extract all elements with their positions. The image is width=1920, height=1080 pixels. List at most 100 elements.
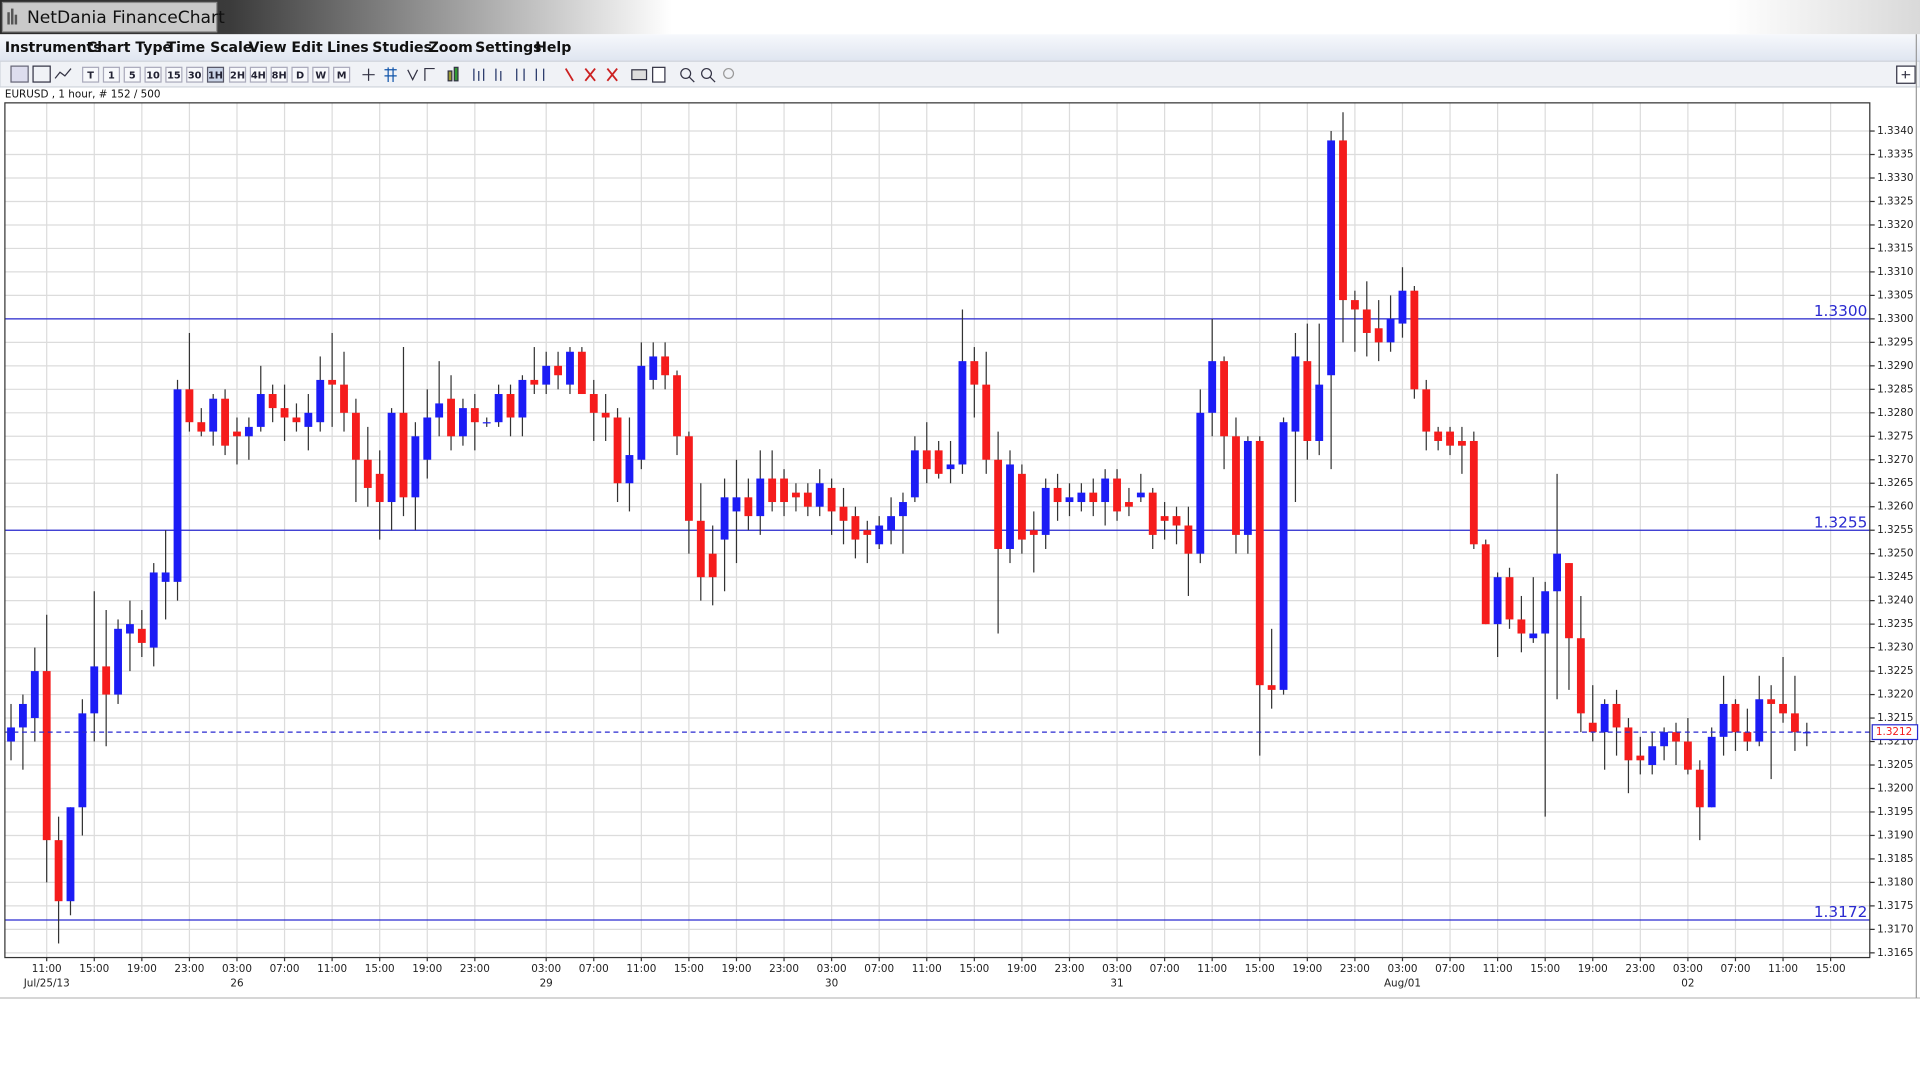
candle-body <box>1196 412 1205 554</box>
menu-item[interactable]: Lines <box>327 40 369 56</box>
candle-body <box>1767 699 1776 704</box>
candle-body <box>577 351 586 395</box>
candle-body <box>518 379 527 418</box>
toolbar-button[interactable] <box>270 66 288 83</box>
y-tick-label: 1.3315 <box>1877 242 1913 254</box>
toolbar-button-label[interactable]: 5 <box>129 70 136 81</box>
toolbar-button[interactable] <box>291 66 309 83</box>
menu-item[interactable]: Help <box>535 40 571 56</box>
candle-body <box>1779 703 1787 714</box>
candle-body <box>1006 464 1014 549</box>
candle-body <box>268 394 277 409</box>
toolbar-button[interactable] <box>249 66 267 83</box>
app-icon <box>7 8 18 25</box>
candle-body <box>42 671 51 841</box>
menu-item[interactable]: View <box>249 40 287 56</box>
x-tick-label: 07:00 <box>864 963 894 975</box>
toolbar-button[interactable] <box>165 66 183 83</box>
x-date-label: Jul/25/13 <box>23 977 70 989</box>
candle-body <box>673 375 681 437</box>
toolbar-button[interactable] <box>312 66 330 83</box>
toolbar-button[interactable] <box>144 66 162 83</box>
candle-body <box>744 497 753 517</box>
toolbar-button[interactable] <box>333 66 351 83</box>
candle-body <box>720 497 729 540</box>
window-title: NetDania FinanceChart <box>27 8 225 28</box>
candle-body <box>1493 577 1502 625</box>
toolbar-button[interactable] <box>102 66 120 83</box>
toolbar-button-label[interactable]: 30 <box>188 70 202 81</box>
toolbar-button-label[interactable]: 1 <box>108 70 115 81</box>
menu-item[interactable]: Zoom <box>429 40 473 56</box>
toolbar-button[interactable] <box>206 66 225 83</box>
toolbar-icons <box>10 65 1916 84</box>
candle-body <box>1576 638 1585 714</box>
candle-body <box>792 492 800 498</box>
toolbar-button-label[interactable]: 4H <box>251 70 266 81</box>
toolbar-button-label[interactable]: 10 <box>146 70 160 81</box>
toolbar-button-label[interactable]: D <box>296 70 304 81</box>
plot: 1.3300 1.3255 1.3172 <box>4 112 1870 944</box>
candle-body <box>1374 328 1383 343</box>
menu-item[interactable]: Edit <box>291 40 323 56</box>
toolbar-button-label[interactable]: 8H <box>272 70 287 81</box>
y-tick-label: 1.3325 <box>1877 195 1913 207</box>
y-tick-label: 1.3240 <box>1877 595 1913 607</box>
menu-item[interactable]: Chart Type <box>87 40 172 56</box>
x-tick-label: 15:00 <box>1816 963 1846 975</box>
candle-body <box>1386 318 1395 343</box>
y-tick-label: 1.3290 <box>1877 360 1913 372</box>
candle-body <box>1529 633 1538 639</box>
menu-item[interactable]: Time Scale <box>167 40 253 56</box>
toolbar-button[interactable] <box>82 66 100 83</box>
toolbar-button[interactable] <box>186 66 204 83</box>
toolbar-button-label[interactable]: 1H <box>208 70 223 81</box>
x-tick-label: 11:00 <box>317 963 347 975</box>
x-tick-label: 03:00 <box>1673 963 1703 975</box>
x-tick-label: 19:00 <box>722 963 752 975</box>
x-tick-label: 15:00 <box>365 963 395 975</box>
toolbar-button-label[interactable]: W <box>315 70 326 81</box>
candle-body <box>922 450 931 470</box>
candle-body <box>554 365 563 376</box>
candle-body <box>280 408 289 418</box>
x-tick-label: 11:00 <box>626 963 656 975</box>
menu-item[interactable]: Studies <box>372 40 432 56</box>
toolbar-button-label[interactable]: 2H <box>230 70 245 81</box>
candle-body <box>1291 356 1300 432</box>
candle-body <box>1648 746 1657 766</box>
y-tick-label: 1.3235 <box>1877 618 1913 630</box>
y-tick-label: 1.3295 <box>1877 336 1913 348</box>
candle-body <box>1041 487 1050 535</box>
x-tick-label: 11:00 <box>912 963 942 975</box>
candle-body <box>114 628 122 695</box>
x-tick-label: 07:00 <box>1150 963 1180 975</box>
candle-body <box>244 426 253 437</box>
candle-body <box>1089 492 1098 503</box>
candle-body <box>530 379 539 385</box>
candle-body <box>542 365 551 385</box>
title-tab <box>1 1 218 33</box>
toolbar-button-label[interactable]: M <box>337 70 347 81</box>
candle-body <box>1517 619 1526 634</box>
toolbar-button-label[interactable]: T <box>87 70 94 81</box>
candle-body <box>708 553 717 578</box>
toolbar-button[interactable] <box>123 66 141 83</box>
menu-item[interactable]: Instruments <box>5 40 102 56</box>
candle-body <box>1267 685 1276 690</box>
candle-body <box>851 516 860 540</box>
candle-body <box>447 398 455 437</box>
candle-body <box>589 394 598 413</box>
candle-body <box>803 492 812 507</box>
candle-body <box>292 417 301 423</box>
x-tick-label: 19:00 <box>1292 963 1322 975</box>
candle-body <box>459 408 467 437</box>
menu-item[interactable]: Settings <box>475 40 541 56</box>
toolbar-button-label[interactable]: 15 <box>167 70 181 81</box>
candle-body <box>1184 525 1193 554</box>
candle-body <box>506 394 515 418</box>
toolbar-button[interactable] <box>228 66 247 83</box>
x-tick-label: 07:00 <box>270 963 300 975</box>
x-tick-label: 23:00 <box>1054 963 1084 975</box>
current-price-box <box>1871 724 1919 741</box>
